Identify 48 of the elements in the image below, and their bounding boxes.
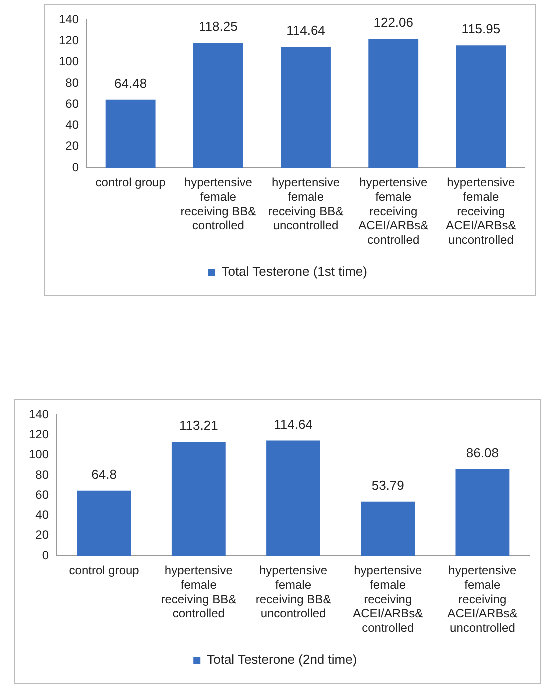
bar	[368, 39, 419, 168]
legend-label: Total Testerone (1st time)	[222, 264, 368, 280]
bar	[266, 440, 320, 556]
y-tick-label: 100	[58, 54, 80, 69]
data-label: 113.21	[180, 418, 218, 434]
x-tick-label: hypertensive female receiving ACEI/ARBs& controlled	[353, 564, 424, 636]
data-label: 115.95	[462, 22, 501, 37]
y-tick-label: 140	[28, 408, 50, 422]
y-tick-label: 60	[36, 488, 50, 502]
y-tick-label: 40	[66, 118, 80, 132]
data-label: 64.8	[92, 466, 117, 482]
x-tick-label: hypertensive female receiving ACEI/ARBs& uncontrolled	[446, 176, 516, 248]
y-tick-label: 120	[58, 34, 80, 48]
x-tick-label: hypertensive female receiving ACEI/ARBs& uncontrolled	[448, 564, 518, 636]
data-label: 64.48	[114, 76, 148, 92]
x-tick-label: control group	[96, 176, 166, 190]
bar	[106, 100, 156, 168]
data-label: 53.79	[372, 478, 404, 493]
y-tick-label: 80	[36, 468, 50, 482]
x-tick-label: hypertensive female receiving BB& controlled	[180, 176, 256, 233]
x-tick-label: hypertensive female receiving BB& controlled	[161, 564, 237, 621]
data-label: 114.64	[274, 416, 313, 432]
bar	[456, 469, 510, 556]
legend-label: Total Testerone (2nd time)	[207, 652, 358, 668]
y-tick-label: 120	[28, 428, 50, 442]
data-label: 122.06	[374, 15, 414, 30]
bar	[456, 46, 506, 168]
y-tick-label: 0	[42, 548, 50, 562]
data-label: 118.25	[199, 19, 238, 34]
bar	[193, 43, 244, 168]
y-tick-label: 140	[58, 12, 80, 27]
y-tick-label: 0	[72, 160, 80, 174]
x-tick-label: hypertensive female receiving BB& uncontrolled	[256, 564, 332, 621]
x-tick-label: control group	[69, 564, 140, 578]
bar	[281, 46, 331, 168]
bar	[361, 502, 416, 556]
y-tick-label: 40	[36, 508, 50, 522]
y-tick-label: 20	[66, 139, 80, 154]
y-tick-label: 80	[66, 76, 80, 90]
data-label: 114.64	[286, 23, 326, 38]
bar	[77, 490, 132, 556]
bar	[172, 442, 226, 556]
x-tick-label: hypertensive female receiving BB& uncontrolled	[268, 176, 344, 233]
x-tick-label: hypertensive female receiving ACEI/ARBs& controlled	[358, 176, 429, 248]
y-tick-label: 60	[66, 96, 80, 111]
y-tick-label: 100	[28, 448, 50, 462]
y-tick-label: 20	[36, 528, 50, 542]
data-label: 86.08	[466, 446, 499, 461]
